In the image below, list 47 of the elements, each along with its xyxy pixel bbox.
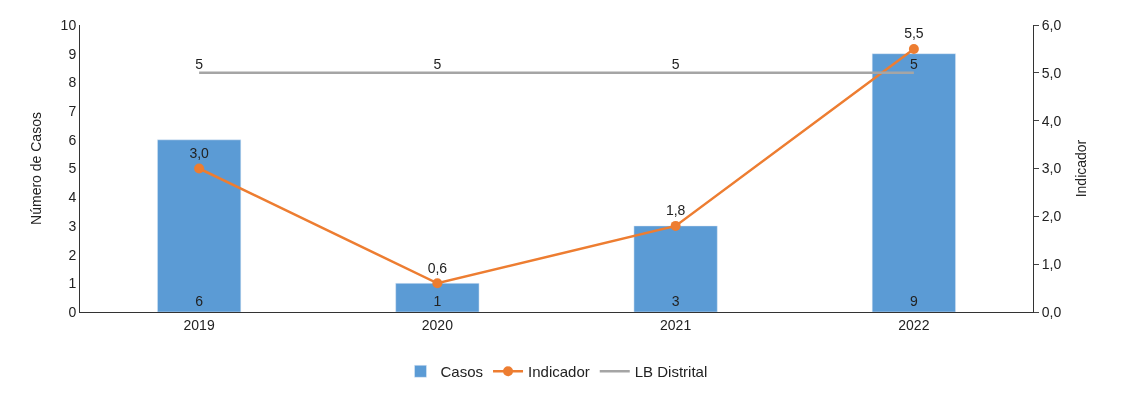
y-tick-label: 8 <box>68 74 77 91</box>
data-label: 3 <box>671 293 680 309</box>
y2-tick-label: 4,0 <box>1041 112 1062 129</box>
y2-tick-label: 1,0 <box>1041 256 1062 273</box>
y2-tick-label: 6,0 <box>1041 16 1062 33</box>
y-tick-label: 3 <box>68 217 77 234</box>
bar <box>633 225 718 312</box>
y-tick-label: 1 <box>68 275 77 292</box>
y-tick-label: 5 <box>68 160 77 177</box>
y2-tick-label: 2,0 <box>1041 208 1062 225</box>
y-tick-label: 0 <box>68 303 77 320</box>
point <box>194 163 205 174</box>
bar <box>871 53 956 312</box>
y-tick-label: 10 <box>60 16 77 33</box>
y2-axis-title: Indicador <box>1072 139 1089 198</box>
x-tick-label: 2020 <box>421 316 454 333</box>
data-label: 5 <box>671 56 680 73</box>
data-label: 6 <box>195 293 204 309</box>
y-tick-label: 6 <box>68 131 77 148</box>
x-tick-label: 2022 <box>898 316 930 333</box>
point <box>908 43 919 54</box>
bar <box>157 139 242 312</box>
y2-tick-label: 0,0 <box>1041 303 1062 320</box>
data-label: 5 <box>195 56 204 73</box>
y-tick-label: 9 <box>68 45 77 62</box>
y-tick-label: 7 <box>68 103 77 119</box>
legend-label: LB Distrital <box>634 363 708 381</box>
data-label: 5,5 <box>904 25 924 42</box>
y2-tick-label: 5,0 <box>1041 64 1062 81</box>
data-label: 3,0 <box>189 144 210 161</box>
point <box>670 220 681 231</box>
legend-label: Casos <box>440 363 484 381</box>
data-label: 5 <box>433 56 442 73</box>
y-axis-title: Número de Casos <box>28 112 45 225</box>
data-label: 5 <box>909 56 918 73</box>
y2-tick-label: 3,0 <box>1041 160 1062 177</box>
data-label: 0,6 <box>427 259 448 276</box>
legend-label: Indicador <box>528 363 590 381</box>
point <box>432 278 443 289</box>
x-tick-label: 2019 <box>183 316 215 333</box>
y-tick-label: 2 <box>68 246 77 263</box>
bar <box>395 283 480 312</box>
x-tick-label: 2021 <box>660 316 692 333</box>
y-tick-label: 4 <box>68 189 77 206</box>
data-label: 1 <box>433 293 442 309</box>
data-label: 1,8 <box>665 202 686 219</box>
data-label: 9 <box>909 293 918 309</box>
